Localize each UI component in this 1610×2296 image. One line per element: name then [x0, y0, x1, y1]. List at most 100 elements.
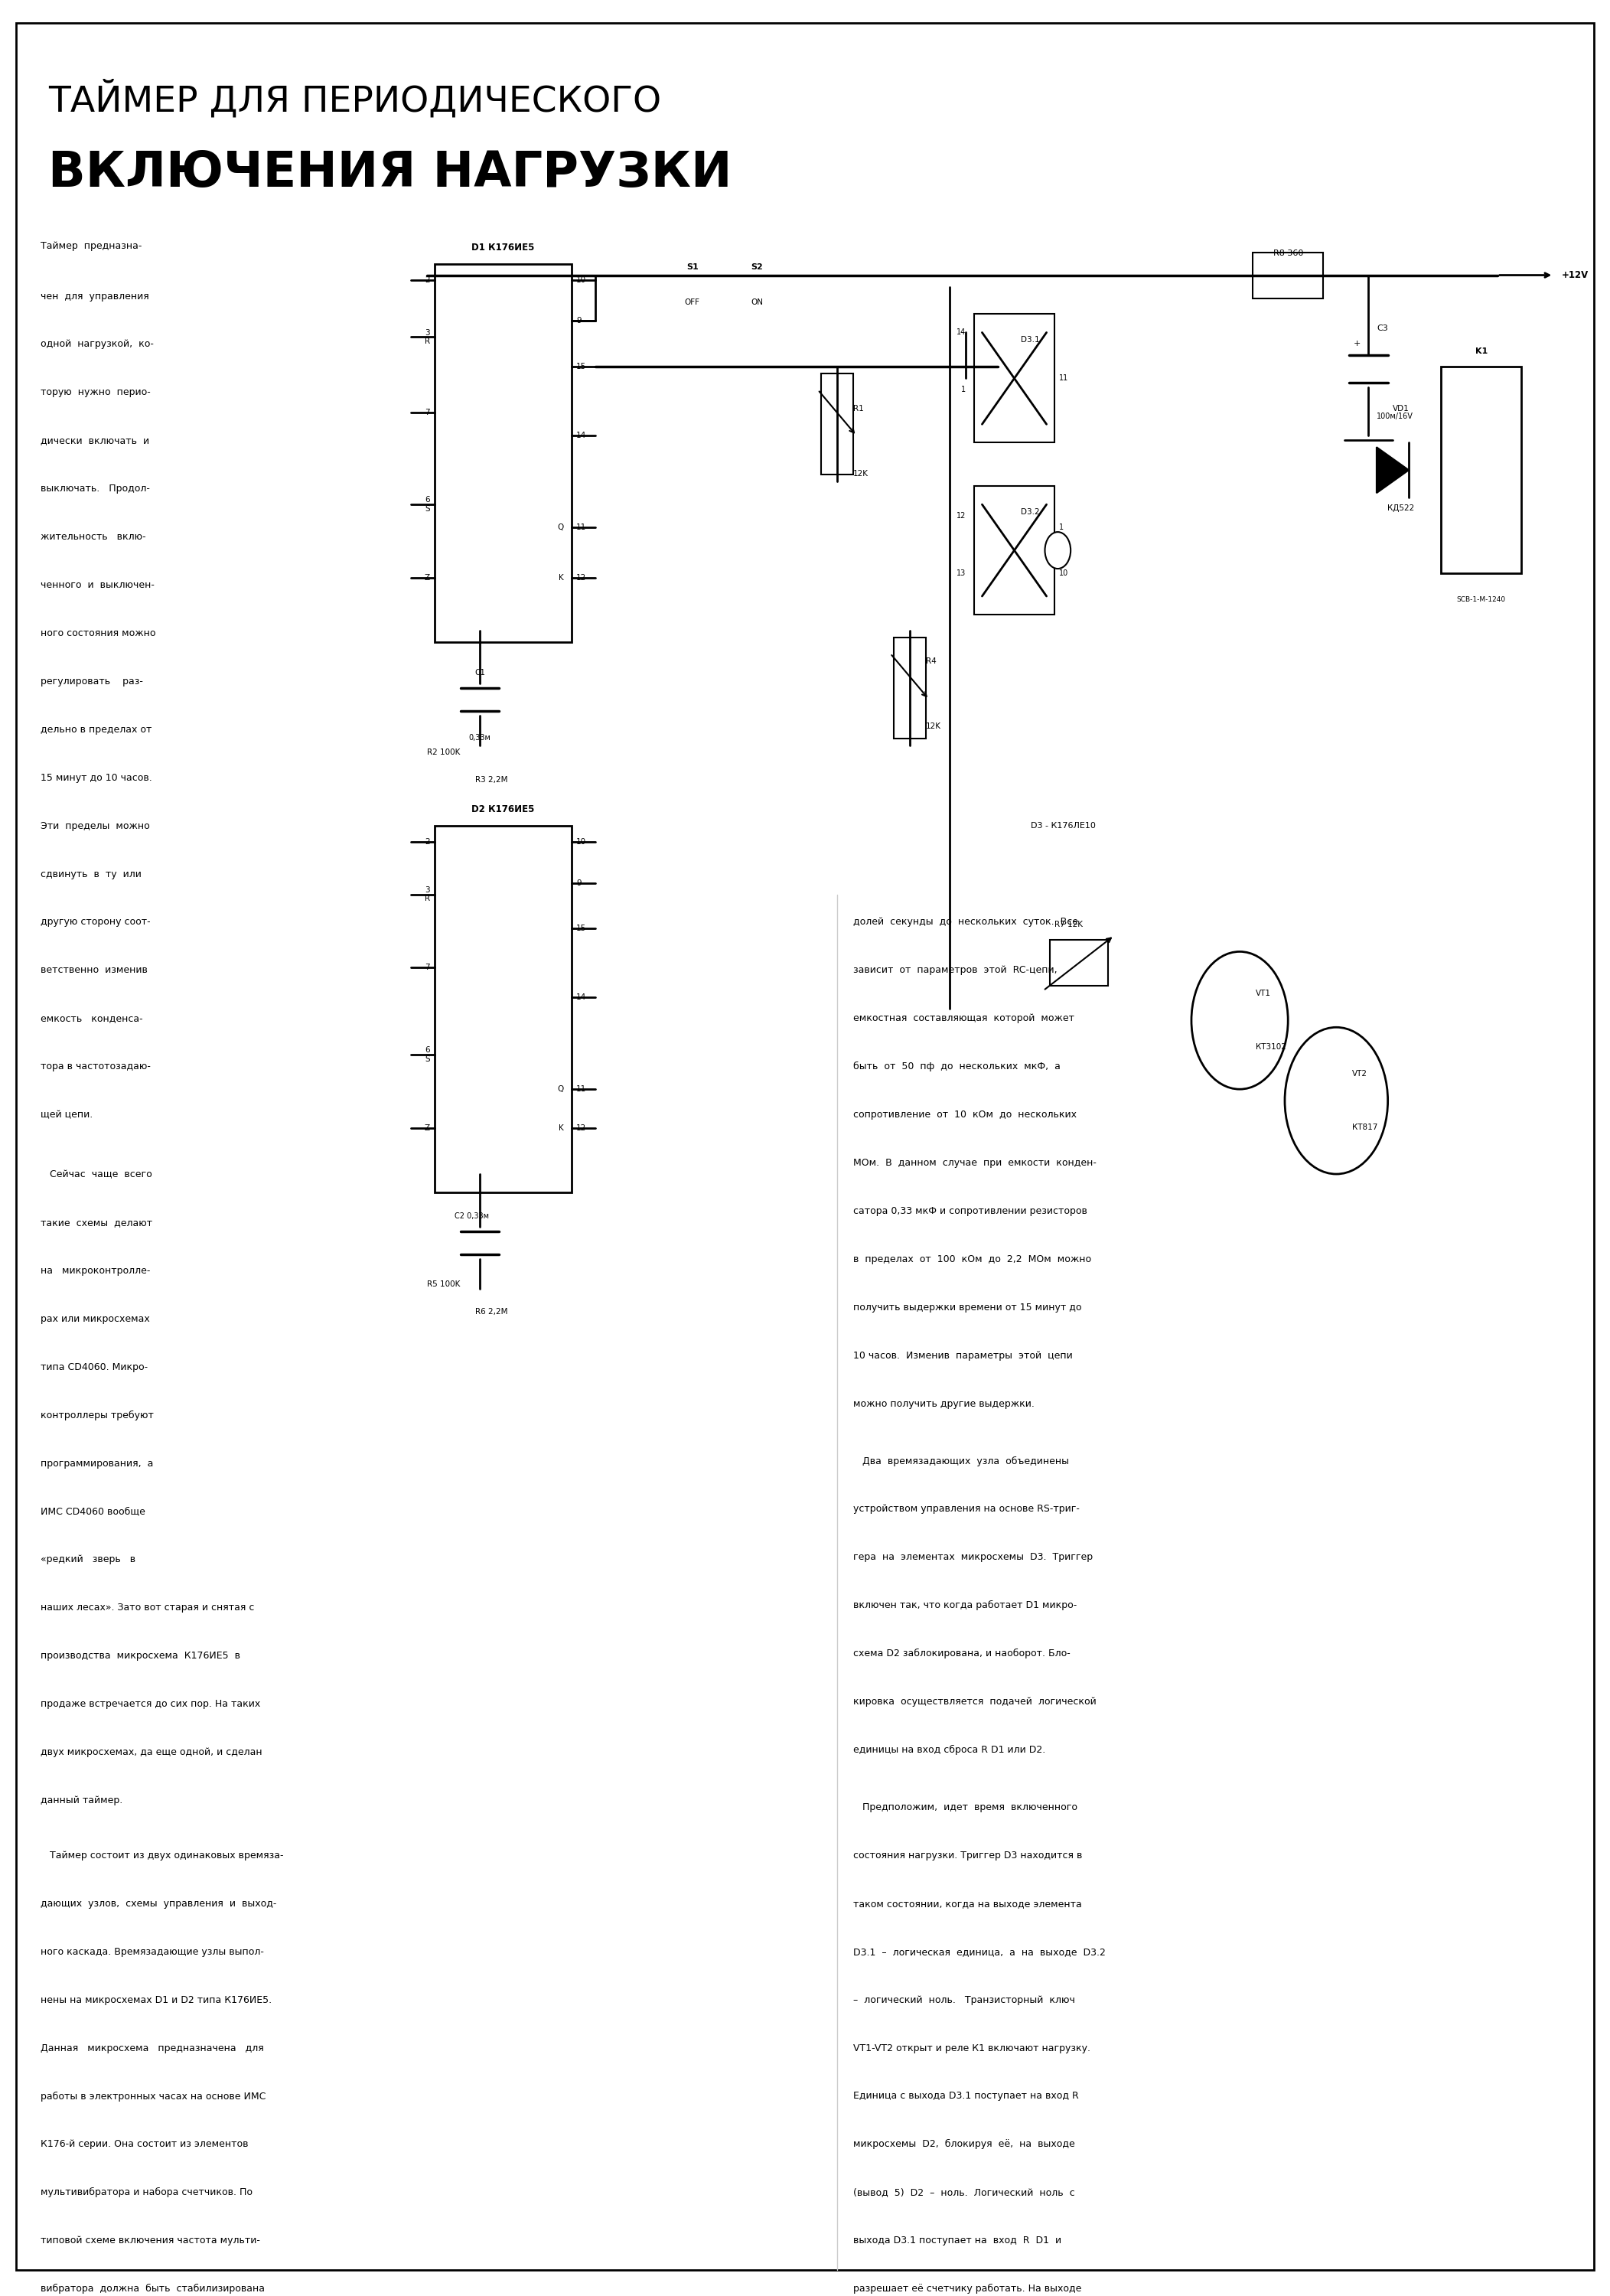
Text: 9: 9 [576, 879, 581, 886]
Text: Сейчас  чаще  всего: Сейчас чаще всего [40, 1169, 151, 1180]
Text: кировка  осуществляется  подачей  логической: кировка осуществляется подачей логическо… [853, 1697, 1096, 1706]
Text: состояния нагрузки. Триггер D3 находится в: состояния нагрузки. Триггер D3 находится… [853, 1851, 1082, 1860]
Text: 100м/16V: 100м/16V [1377, 413, 1414, 420]
Text: Единица с выхода D3.1 поступает на вход R: Единица с выхода D3.1 поступает на вход … [853, 2092, 1079, 2101]
Text: дающих  узлов,  схемы  управления  и  выход-: дающих узлов, схемы управления и выход- [40, 1899, 277, 1908]
Text: D1 К176ИЕ5: D1 К176ИЕ5 [472, 243, 535, 253]
Text: тора в частотозадаю-: тора в частотозадаю- [40, 1061, 150, 1072]
Text: на   микроконтролле-: на микроконтролле- [40, 1265, 150, 1277]
Text: нены на микросхемах D1 и D2 типа К176ИЕ5.: нены на микросхемах D1 и D2 типа К176ИЕ5… [40, 1995, 272, 2004]
Text: сатора 0,33 мкФ и сопротивлении резисторов: сатора 0,33 мкФ и сопротивлении резистор… [853, 1205, 1087, 1217]
Bar [974, 315, 1055, 443]
Text: VT1: VT1 [1256, 990, 1272, 996]
Text: Таймер состоит из двух одинаковых времяза-: Таймер состоит из двух одинаковых времяз… [40, 1851, 283, 1860]
Text: 14: 14 [576, 432, 586, 439]
Text: емкость   конденса-: емкость конденса- [40, 1013, 143, 1024]
Bar [974, 487, 1055, 615]
Text: 10: 10 [1059, 569, 1069, 576]
Bar [1050, 939, 1108, 985]
Circle shape [1045, 533, 1071, 569]
Text: 3
R: 3 R [425, 328, 430, 344]
Text: 3
R: 3 R [425, 886, 430, 902]
Text: 11: 11 [576, 523, 586, 530]
Text: 11: 11 [1059, 374, 1069, 381]
Text: S2: S2 [750, 264, 763, 271]
Text: D3 - К176ЛЕ10: D3 - К176ЛЕ10 [1030, 822, 1095, 829]
Text: производства  микросхема  К176ИЕ5  в: производства микросхема К176ИЕ5 в [40, 1651, 240, 1660]
Text: ного состояния можно: ного состояния можно [40, 629, 156, 638]
Text: R8 360: R8 360 [1274, 250, 1302, 257]
Text: КД522: КД522 [1388, 505, 1414, 512]
Text: 12K: 12K [853, 471, 869, 478]
Text: Z: Z [425, 1125, 430, 1132]
Text: D2 К176ИЕ5: D2 К176ИЕ5 [472, 804, 535, 815]
Text: R1: R1 [853, 404, 865, 413]
Text: двух микросхемах, да еще одной, и сделан: двух микросхемах, да еще одной, и сделан [40, 1747, 262, 1756]
Text: рах или микросхемах: рах или микросхемах [40, 1313, 150, 1325]
Bar [894, 638, 926, 739]
Text: данный таймер.: данный таймер. [40, 1795, 122, 1805]
Text: VT1-VT2 открыт и реле К1 включают нагрузку.: VT1-VT2 открыт и реле К1 включают нагруз… [853, 2043, 1090, 2053]
Bar [821, 374, 853, 475]
Text: S1: S1 [686, 264, 699, 271]
Text: 1: 1 [961, 386, 966, 393]
Text: МОм.  В  данном  случае  при  емкости  конден-: МОм. В данном случае при емкости конден- [853, 1157, 1096, 1169]
Text: C3: C3 [1377, 324, 1388, 333]
Text: типа СD4060. Микро-: типа СD4060. Микро- [40, 1362, 148, 1373]
Text: D3.1: D3.1 [1021, 335, 1040, 344]
Text: продаже встречается до сих пор. На таких: продаже встречается до сих пор. На таких [40, 1699, 261, 1708]
Text: контроллеры требуют: контроллеры требуют [40, 1410, 153, 1421]
Polygon shape [1377, 448, 1409, 494]
Text: Q: Q [557, 523, 564, 530]
Text: 10 часов.  Изменив  параметры  этой  цепи: 10 часов. Изменив параметры этой цепи [853, 1350, 1072, 1362]
Text: выключать.   Продол-: выключать. Продол- [40, 484, 150, 494]
Text: в  пределах  от  100  кОм  до  2,2  МОм  можно: в пределах от 100 кОм до 2,2 МОм можно [853, 1254, 1092, 1265]
Text: можно получить другие выдержки.: можно получить другие выдержки. [853, 1398, 1035, 1410]
Text: 15: 15 [576, 363, 586, 370]
Text: «редкий   зверь   в: «редкий зверь в [40, 1554, 135, 1564]
Text: ветственно  изменив: ветственно изменив [40, 964, 147, 976]
Circle shape [1285, 1026, 1388, 1173]
Text: регулировать    раз-: регулировать раз- [40, 677, 143, 687]
Text: 9: 9 [576, 317, 581, 324]
Text: 2: 2 [425, 838, 430, 845]
Text: КТ3102: КТ3102 [1256, 1042, 1286, 1052]
Text: 12: 12 [576, 574, 586, 581]
Text: К176-й серии. Она состоит из элементов: К176-й серии. Она состоит из элементов [40, 2140, 248, 2149]
Text: устройством управления на основе RS-триг-: устройством управления на основе RS-триг… [853, 1504, 1080, 1513]
Text: работы в электронных часах на основе ИМС: работы в электронных часах на основе ИМС [40, 2092, 266, 2101]
Text: Эти  пределы  можно: Эти пределы можно [40, 822, 150, 831]
Text: микросхемы  D2,  блокируя  её,  на  выходе: микросхемы D2, блокируя её, на выходе [853, 2140, 1075, 2149]
Text: C2 0,33м: C2 0,33м [454, 1212, 489, 1219]
Text: вибратора  должна  быть  стабилизирована: вибратора должна быть стабилизирована [40, 2285, 264, 2294]
Text: Предположим,  идет  время  включенного: Предположим, идет время включенного [853, 1802, 1077, 1812]
Text: D3.1  –  логическая  единица,  а  на  выходе  D3.2: D3.1 – логическая единица, а на выходе D… [853, 1947, 1106, 1956]
Text: торую  нужно  перио-: торую нужно перио- [40, 388, 150, 397]
Text: щей цепи.: щей цепи. [40, 1109, 92, 1120]
Text: 12K: 12K [926, 723, 942, 730]
Text: C1: C1 [475, 668, 485, 677]
Text: долей  секунды  до  нескольких  суток.  Все: долей секунды до нескольких суток. Все [853, 916, 1079, 928]
Text: R2 100K: R2 100K [427, 748, 460, 755]
Text: Q: Q [557, 1086, 564, 1093]
Text: получить выдержки времени от 15 минут до: получить выдержки времени от 15 минут до [853, 1302, 1082, 1313]
Text: SCB-1-М-1240: SCB-1-М-1240 [1457, 597, 1505, 604]
Text: схема D2 заблокирована, и наоборот. Бло-: схема D2 заблокирована, и наоборот. Бло- [853, 1649, 1071, 1658]
Text: быть  от  50  пф  до  нескольких  мкФ,  а: быть от 50 пф до нескольких мкФ, а [853, 1061, 1061, 1072]
Circle shape [1191, 951, 1288, 1088]
Bar [1441, 367, 1521, 574]
Text: R6 2,2M: R6 2,2M [475, 1309, 507, 1316]
Text: 7: 7 [425, 409, 430, 416]
Text: сопротивление  от  10  кОм  до  нескольких: сопротивление от 10 кОм до нескольких [853, 1109, 1077, 1120]
Text: одной  нагрузкой,  ко-: одной нагрузкой, ко- [40, 340, 153, 349]
Text: 12: 12 [576, 1125, 586, 1132]
Text: ВКЛЮЧЕНИЯ НАГРУЗКИ: ВКЛЮЧЕНИЯ НАГРУЗКИ [48, 149, 733, 197]
Text: Таймер  предназна-: Таймер предназна- [40, 241, 142, 250]
Text: VD1: VD1 [1393, 404, 1409, 413]
Text: R3 2,2M: R3 2,2M [475, 776, 507, 783]
Bar [435, 827, 572, 1192]
Text: R7 12K: R7 12K [1055, 921, 1084, 928]
Text: КТ817: КТ817 [1352, 1123, 1378, 1132]
Text: 13: 13 [956, 569, 966, 576]
Text: 15: 15 [576, 925, 586, 932]
